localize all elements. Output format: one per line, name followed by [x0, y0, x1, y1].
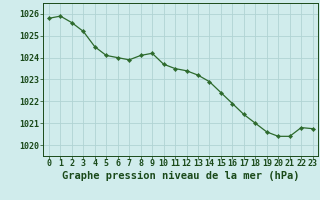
X-axis label: Graphe pression niveau de la mer (hPa): Graphe pression niveau de la mer (hPa) — [62, 171, 300, 181]
